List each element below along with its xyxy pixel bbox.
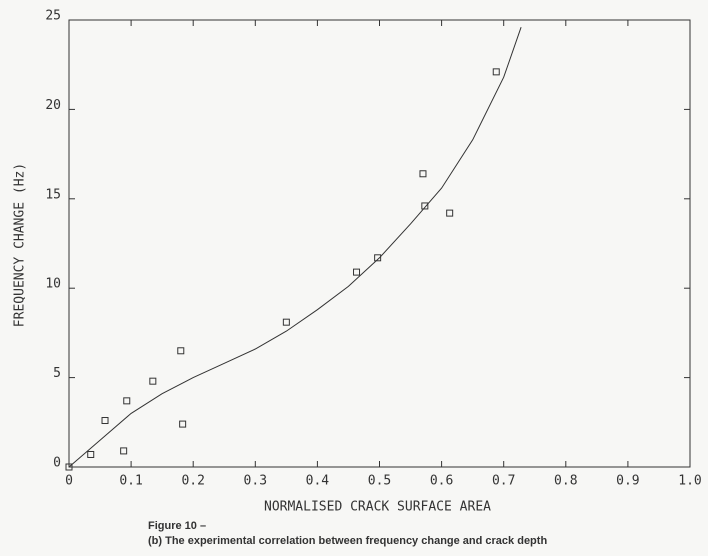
data-point	[149, 377, 157, 385]
x-tick-label: 0.4	[306, 474, 330, 489]
data-point	[179, 420, 187, 428]
x-tick-label: 0.6	[430, 474, 453, 489]
x-tick-label: 0.8	[554, 474, 577, 489]
caption: (b) The experimental correlation between…	[148, 535, 547, 547]
x-axis-label: NORMALISED CRACK SURFACE AREA	[264, 500, 491, 515]
data-point	[87, 450, 95, 458]
data-point	[492, 68, 500, 76]
data-point	[177, 347, 185, 355]
data-point	[421, 202, 429, 210]
x-tick-label: 0.7	[492, 474, 515, 489]
data-point	[123, 397, 131, 405]
data-point	[282, 318, 290, 326]
y-axis-label: FREQUENCY CHANGE (Hz)	[13, 163, 28, 327]
data-point	[65, 463, 73, 471]
x-tick-label: 0.9	[616, 474, 639, 489]
x-tick-label: 0.1	[119, 474, 142, 489]
caption: Figure 10 –	[148, 520, 206, 532]
y-tick-label: 20	[45, 98, 61, 113]
fit-curve	[68, 27, 522, 468]
y-tick-label: 15	[45, 187, 61, 202]
data-point	[101, 417, 109, 425]
y-tick-label: 10	[45, 277, 61, 292]
data-point	[374, 254, 382, 262]
y-tick-label: 25	[45, 9, 61, 24]
data-point	[446, 209, 454, 217]
x-tick-label: 0.3	[244, 474, 267, 489]
y-tick-label: 0	[53, 456, 61, 471]
x-tick-label: 1.0	[678, 474, 701, 489]
data-point	[419, 170, 427, 178]
x-tick-label: 0.5	[368, 474, 391, 489]
plot-frame	[68, 19, 691, 468]
data-point	[120, 447, 128, 455]
x-tick-label: 0	[65, 474, 73, 489]
y-tick-label: 5	[53, 366, 61, 381]
data-point	[353, 268, 361, 276]
x-tick-label: 0.2	[181, 474, 204, 489]
